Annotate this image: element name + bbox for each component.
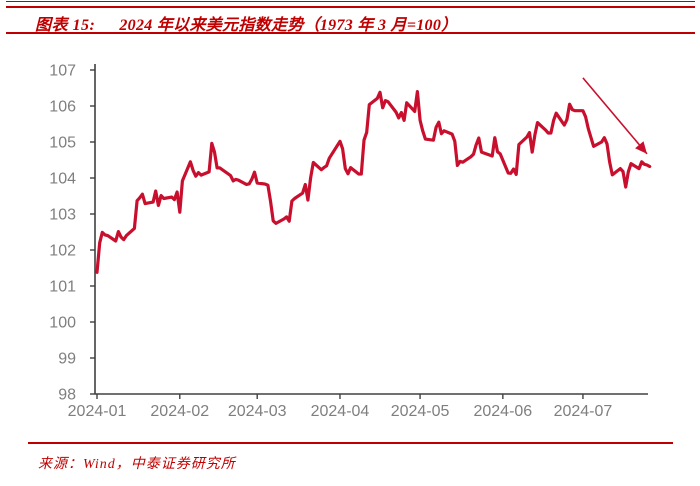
source-note: 来源：Wind，中泰证券研究所 (38, 457, 236, 472)
top-rule-thick (6, 6, 695, 9)
figure-header: 图表 15: 2024 年以来美元指数走势（1973 年 3 月=100） (35, 11, 457, 35)
y-tick-label: 105 (49, 135, 76, 152)
y-tick-label: 103 (49, 207, 76, 224)
y-tick-label: 107 (49, 63, 76, 80)
x-tick-label: 2024-02 (150, 403, 209, 420)
y-tick-label: 98 (58, 387, 76, 404)
downtrend-arrow-shaft (582, 77, 648, 155)
figure-label: 图表 15: (35, 17, 96, 34)
y-tick-label: 102 (49, 243, 76, 260)
x-tick-label: 2024-06 (473, 403, 532, 420)
top-rule-thin (6, 1, 695, 2)
y-tick-label: 99 (58, 351, 76, 368)
y-tick-label: 100 (49, 315, 76, 332)
dollar-index-line-chart: 98 99 100 101 102 103 104 105 106 107 2024-01 2024-… (49, 63, 652, 420)
dollar-index-series-line (95, 89, 652, 274)
x-tick-label: 2024-04 (311, 403, 370, 420)
x-tick-label: 2024-01 (68, 403, 127, 420)
x-tick-label: 2024-07 (554, 403, 613, 420)
title-underline-rule (6, 32, 695, 34)
y-tick-label: 104 (49, 171, 76, 188)
x-tick-label: 2024-05 (391, 403, 450, 420)
x-tick-label: 2024-03 (228, 403, 287, 420)
footer-rule (28, 442, 673, 445)
figure-title: 2024 年以来美元指数走势（1973 年 3 月=100） (119, 17, 458, 34)
y-tick-label: 106 (49, 99, 76, 116)
downtrend-arrow-head (635, 141, 647, 154)
y-tick-label: 101 (49, 279, 76, 296)
